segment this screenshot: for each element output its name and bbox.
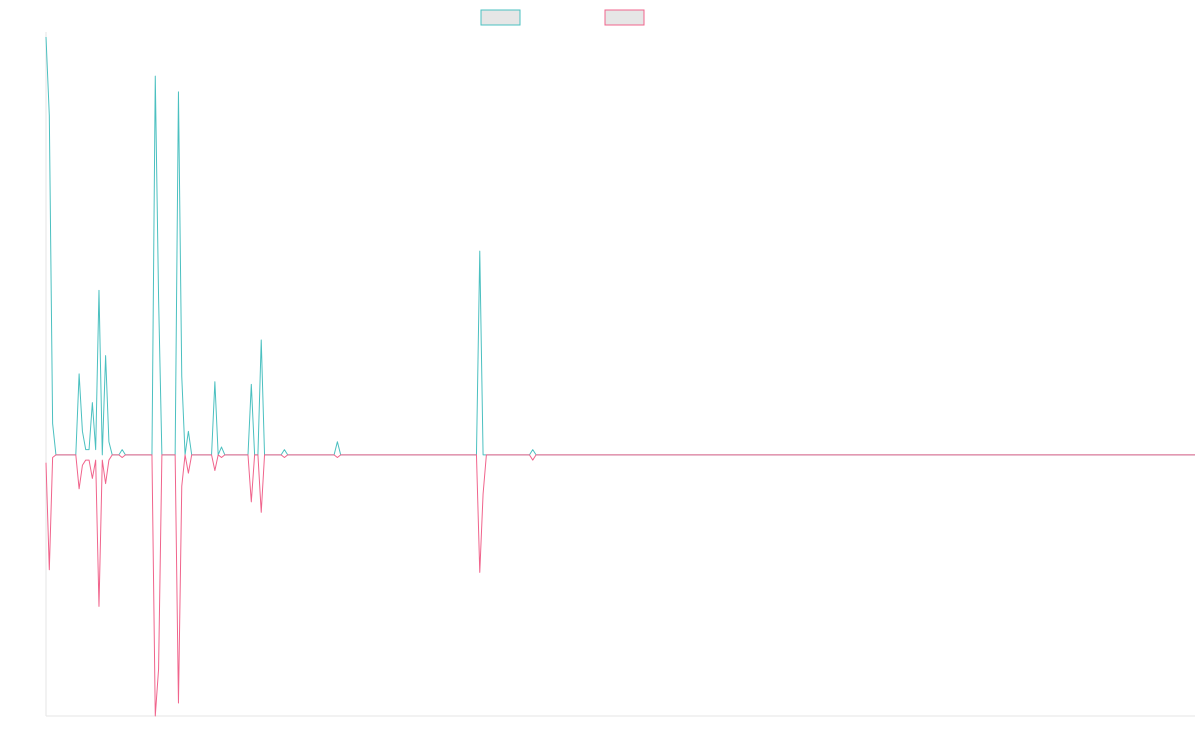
series-layer <box>45 36 1195 717</box>
series-line-2 <box>45 454 1195 717</box>
series-line-1 <box>45 36 1195 456</box>
legend-swatch-1[interactable] <box>480 9 521 26</box>
chart-axes <box>45 32 1195 717</box>
legend[interactable] <box>480 9 645 26</box>
legend-swatch-2[interactable] <box>604 9 645 26</box>
